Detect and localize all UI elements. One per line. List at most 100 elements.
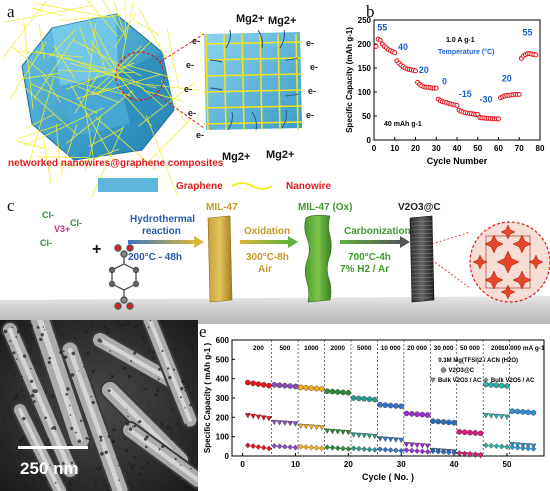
- electron-label: e-: [188, 108, 196, 118]
- chart-e-point: [498, 414, 505, 420]
- chart-b-ytick-label: 0: [367, 136, 372, 145]
- chart-b-annotation-current: 1.0 A g-1: [446, 37, 475, 44]
- chart-e-xtick-label: 10: [291, 460, 300, 469]
- chart-e-point: [408, 442, 415, 448]
- step2-condition-1: 300°C-8h: [246, 252, 289, 263]
- chart-e-point: [504, 444, 510, 450]
- chart-e-point: [255, 381, 262, 387]
- chloride-ion-3: Cl-: [40, 238, 52, 248]
- panel-label-a: a: [7, 2, 15, 21]
- chart-e-point: [398, 437, 405, 444]
- panel-label-c: c: [7, 196, 15, 215]
- chart-e-rate-label: 20 000: [407, 345, 427, 352]
- chart-e-point: [387, 402, 394, 409]
- chart-e-point: [266, 382, 272, 389]
- chart-e-point: [371, 396, 378, 403]
- chart-e-rate-label: 1000: [304, 345, 319, 352]
- chart-b-xlabel: Cycle Number: [427, 156, 488, 166]
- chart-e-point: [377, 436, 384, 442]
- chart-e-point: [260, 444, 267, 451]
- chart-e-ytick-label: 600: [216, 336, 230, 345]
- mg-ion-top-2: Mg2+: [268, 15, 296, 27]
- chart-e-point: [281, 443, 288, 450]
- chart-e-point: [303, 424, 309, 430]
- graphene-legend-label: Graphene: [176, 181, 223, 192]
- chart-e-point: [530, 409, 537, 416]
- chart-e-point: [435, 448, 442, 455]
- chart-e-ytick-label: 400: [216, 375, 230, 384]
- chart-e-point: [387, 437, 394, 443]
- chart-e-point: [393, 403, 399, 409]
- chart-e-point: [244, 442, 251, 449]
- mg-ion-bottom-1: Mg2+: [222, 151, 250, 163]
- chart-e-point: [377, 401, 383, 408]
- chart-e-rate-label: 200: [491, 345, 502, 352]
- nanowire-legend-swatch: [231, 182, 273, 190]
- floor-surface: [0, 296, 550, 324]
- chart-e-point: [366, 396, 373, 402]
- chart-b-point: [454, 102, 460, 108]
- chart-e-point: [345, 430, 352, 436]
- chart-e-point: [403, 410, 410, 417]
- chart-e-point: [308, 444, 315, 451]
- step3-condition-2: 7% H2 / Ar: [340, 264, 389, 275]
- chart-e-legend-label: V2O3@C: [449, 368, 475, 374]
- chart-e-point: [398, 447, 405, 454]
- crystal-node: [512, 270, 532, 290]
- chart-e-point: [488, 413, 495, 419]
- chart-b-xtick-label: 30: [432, 144, 441, 153]
- chart-b-segment-label: -15: [459, 89, 472, 99]
- step2-arrow: [240, 240, 288, 244]
- chart-e-point: [282, 382, 288, 389]
- chart-e-xtick-label: 30: [397, 460, 406, 469]
- chloride-ion: Cl-: [42, 210, 54, 220]
- step1-label-1: Hydrothermal: [130, 214, 195, 225]
- chart-e-point: [319, 445, 325, 452]
- step1-arrow: [128, 240, 194, 244]
- chart-e-point: [324, 444, 331, 451]
- chart-e-point: [308, 385, 315, 391]
- chart-e-xtick-label: 20: [344, 460, 353, 469]
- chart-e-point: [403, 442, 410, 448]
- chart-e-rate-label: 50 000: [460, 345, 480, 352]
- chart-e-point: [366, 433, 373, 439]
- chart-e-point: [356, 445, 362, 452]
- chart-e-point: [345, 389, 352, 396]
- chart-b-point: [377, 37, 383, 43]
- step1-condition: 200°C - 48h: [128, 252, 182, 263]
- panel-a-illustration: e-e-e-e-e-e-e-e-e- Mg2+ Mg2+ Mg2+ Mg2+ n…: [1, 0, 331, 198]
- chart-e-point: [292, 444, 299, 451]
- chart-e-point: [371, 446, 378, 453]
- chart-e-point: [456, 450, 463, 456]
- chart-b-segment-label: 0: [442, 77, 447, 87]
- chart-e-point: [340, 429, 346, 436]
- chart-e-point: [271, 382, 278, 388]
- scalebar-label: 250 nm: [20, 459, 79, 478]
- chart-e-point: [414, 442, 421, 449]
- electron-label: e-: [186, 60, 194, 70]
- chart-b-segment-label: 55: [377, 22, 387, 32]
- chart-e-point: [297, 384, 304, 391]
- chart-b-segment-label: 20: [419, 65, 429, 75]
- chart-e-point: [361, 433, 368, 439]
- chart-e-point: [520, 409, 526, 415]
- chart-e-point: [493, 443, 500, 450]
- chart-b-point: [533, 52, 539, 58]
- chart-e-point: [424, 412, 431, 418]
- chart-e-point: [451, 419, 457, 426]
- chart-b-point: [433, 85, 439, 91]
- product1-label: MIL-47: [206, 202, 238, 213]
- chart-e-point: [255, 444, 262, 450]
- chart-e-point: [440, 419, 447, 425]
- chart-b-point: [373, 43, 379, 49]
- chart-e-point: [414, 448, 420, 454]
- product3-label: V2O3@C: [398, 202, 441, 213]
- chart-e-point: [498, 382, 505, 389]
- chart-e-point: [382, 446, 389, 453]
- chart-e-point: [313, 385, 320, 392]
- step3-condition-1: 700°C-4h: [348, 252, 391, 263]
- crystal-node: [496, 250, 520, 274]
- chart-e-point: [329, 428, 336, 435]
- step3-arrow: [340, 240, 400, 244]
- chart-e-point: [477, 451, 484, 458]
